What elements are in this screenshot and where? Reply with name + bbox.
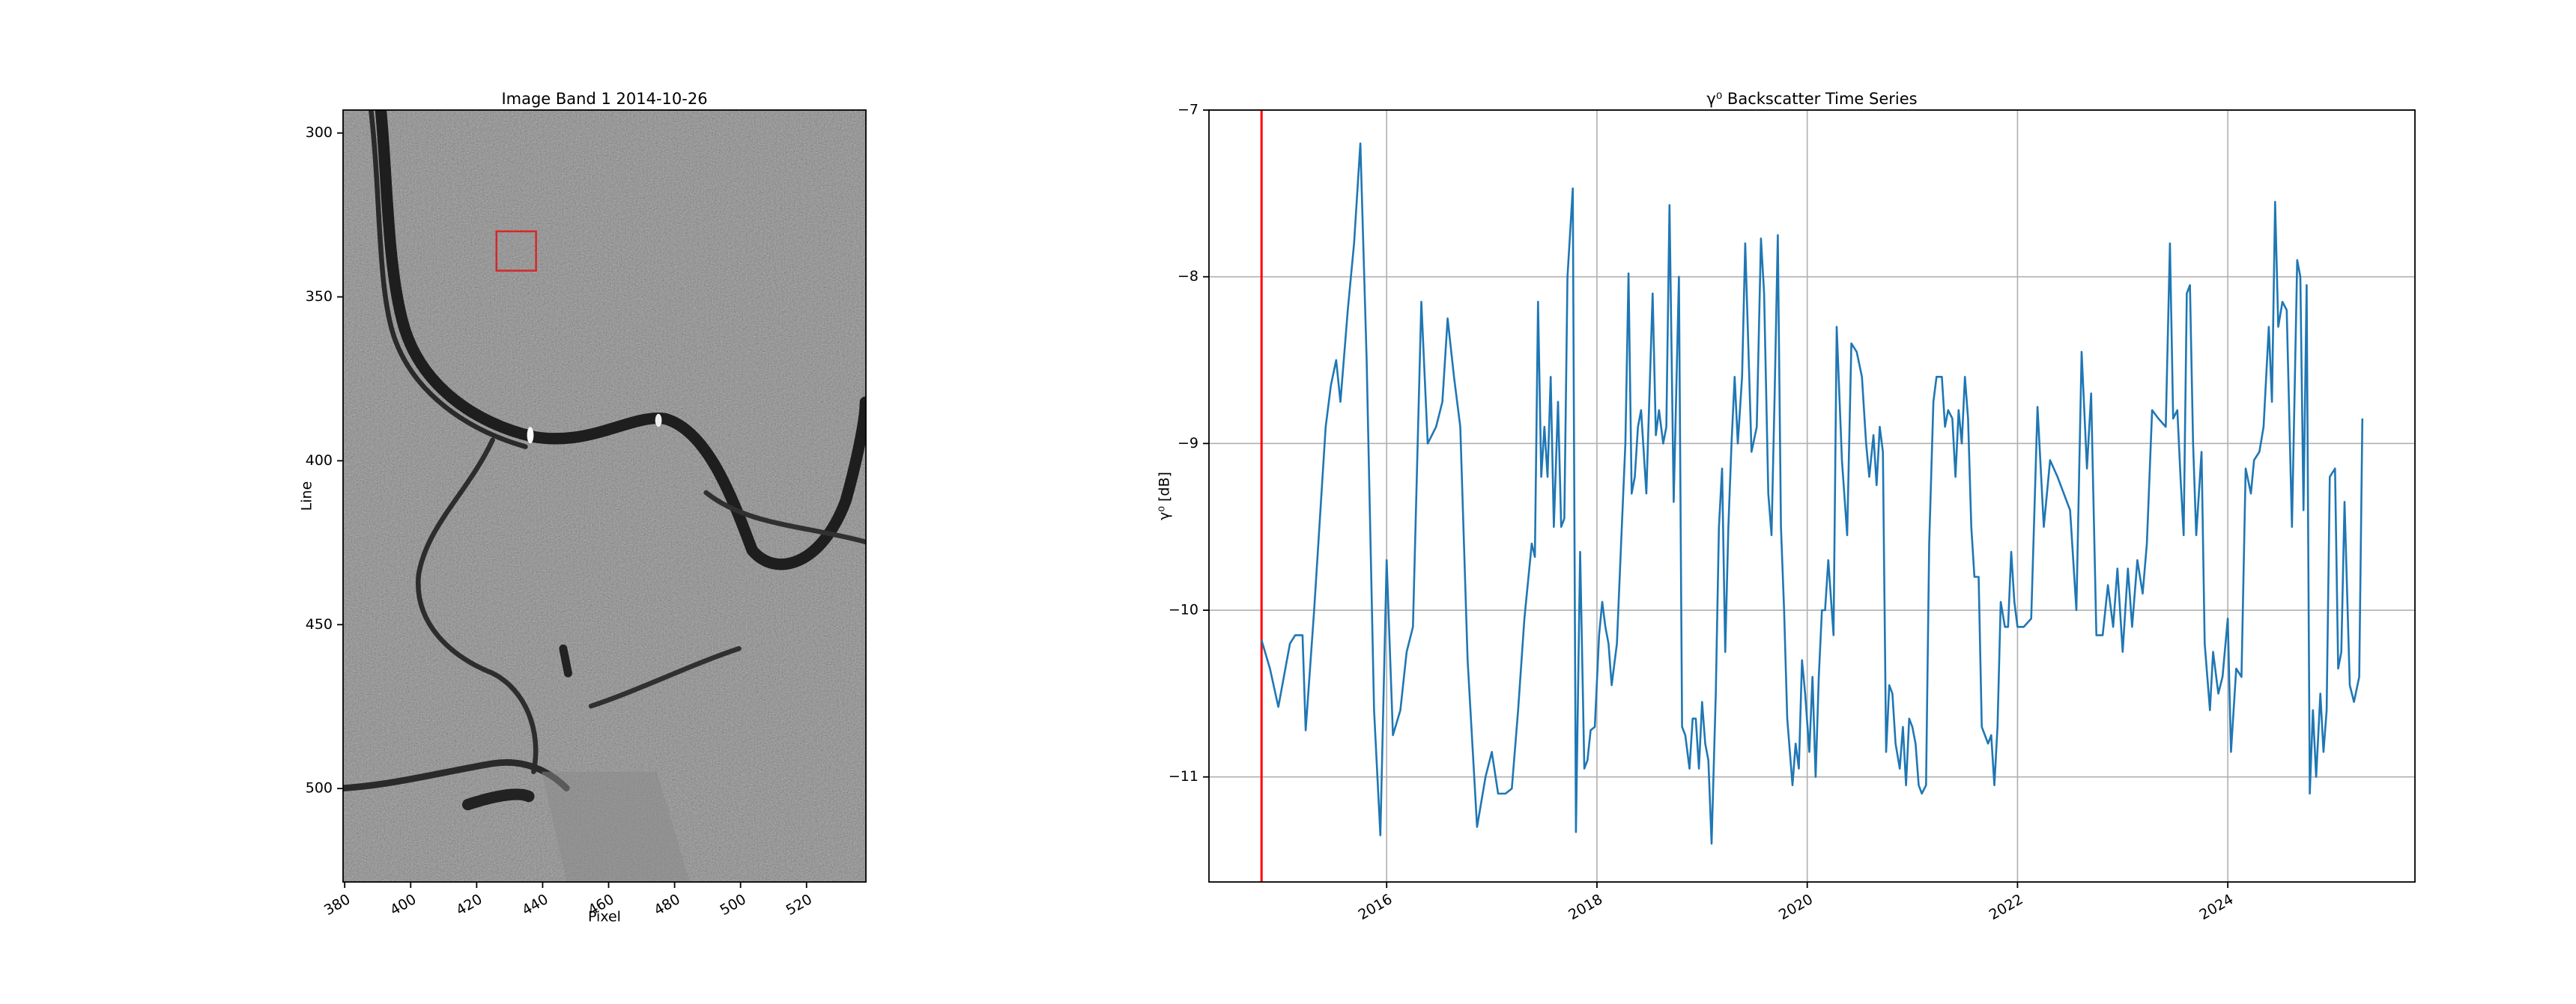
axes-frame <box>1208 109 2416 883</box>
x-tick-label: 400 <box>387 891 419 919</box>
series-line <box>1260 142 2364 845</box>
axes-frame <box>342 109 867 883</box>
y-tick-label: 300 <box>306 124 333 141</box>
y-tick-label: −7 <box>1178 102 1198 118</box>
chart-title: Image Band 1 2014-10-26 <box>501 90 707 108</box>
y-axis-label: Line <box>299 481 315 511</box>
y-axis-label: γ⁰ [dB] <box>1157 472 1173 520</box>
sar-image <box>343 110 866 882</box>
x-tick-label: 440 <box>519 891 551 919</box>
highlight-box <box>495 230 537 272</box>
y-tick-label: −10 <box>1169 602 1198 618</box>
x-tick-label: 420 <box>453 891 485 919</box>
y-tick-label: 450 <box>306 616 333 633</box>
x-tick-label: 2016 <box>1356 891 1395 923</box>
y-tick-label: 350 <box>306 288 333 305</box>
x-tick-label: 380 <box>321 891 353 919</box>
x-tick-label: 2020 <box>1776 891 1816 923</box>
x-axis-label: Pixel <box>588 909 621 925</box>
x-tick-label: 2018 <box>1566 891 1605 923</box>
x-tick-label: 2024 <box>2197 891 2237 923</box>
x-tick-label: 2022 <box>1986 891 2026 923</box>
x-tick-label: 480 <box>651 891 682 919</box>
y-tick-label: −8 <box>1178 268 1198 285</box>
y-tick-label: 500 <box>306 780 333 797</box>
x-tick-label: 520 <box>784 891 815 919</box>
y-tick-label: −11 <box>1169 768 1198 785</box>
y-tick-label: −9 <box>1178 435 1198 451</box>
y-tick-label: 400 <box>306 452 333 469</box>
x-tick-label: 500 <box>717 891 748 919</box>
chart-title: γ⁰ Backscatter Time Series <box>1706 90 1917 108</box>
